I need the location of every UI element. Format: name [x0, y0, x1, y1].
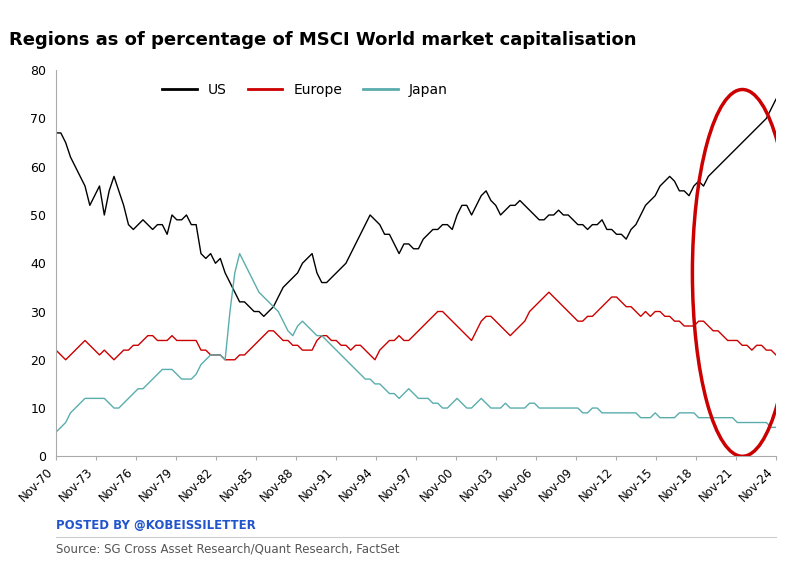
Europe — [558, 303, 568, 310]
Japan — [341, 356, 350, 363]
Japan — [235, 250, 245, 257]
Europe — [544, 288, 554, 295]
Japan — [771, 424, 781, 431]
US — [341, 260, 350, 267]
Europe — [433, 308, 442, 315]
US — [462, 202, 471, 209]
Line: Japan: Japan — [56, 254, 776, 432]
US — [293, 269, 302, 277]
Europe — [655, 308, 665, 315]
Text: Source: SG Cross Asset Research/Quant Research, FactSet: Source: SG Cross Asset Research/Quant Re… — [56, 543, 399, 556]
Europe — [51, 346, 61, 353]
Text: POSTED BY @KOBEISSILETTER: POSTED BY @KOBEISSILETTER — [56, 519, 256, 532]
US — [51, 129, 61, 136]
Japan — [462, 405, 471, 412]
Text: Regions as of percentage of MSCI World market capitalisation: Regions as of percentage of MSCI World m… — [10, 31, 637, 49]
Europe — [293, 342, 302, 349]
US — [650, 192, 660, 199]
Japan — [51, 429, 61, 436]
US — [771, 96, 781, 103]
Japan — [554, 405, 563, 412]
Japan — [433, 400, 442, 407]
Legend: US, Europe, Japan: US, Europe, Japan — [157, 77, 454, 102]
Europe — [771, 352, 781, 359]
US — [433, 226, 442, 233]
Line: Europe: Europe — [56, 292, 776, 360]
Japan — [293, 322, 302, 329]
US — [554, 207, 563, 214]
Europe — [61, 356, 70, 363]
Line: US: US — [56, 99, 776, 316]
Europe — [341, 342, 350, 349]
US — [259, 313, 269, 320]
Europe — [462, 332, 471, 339]
Japan — [650, 410, 660, 417]
